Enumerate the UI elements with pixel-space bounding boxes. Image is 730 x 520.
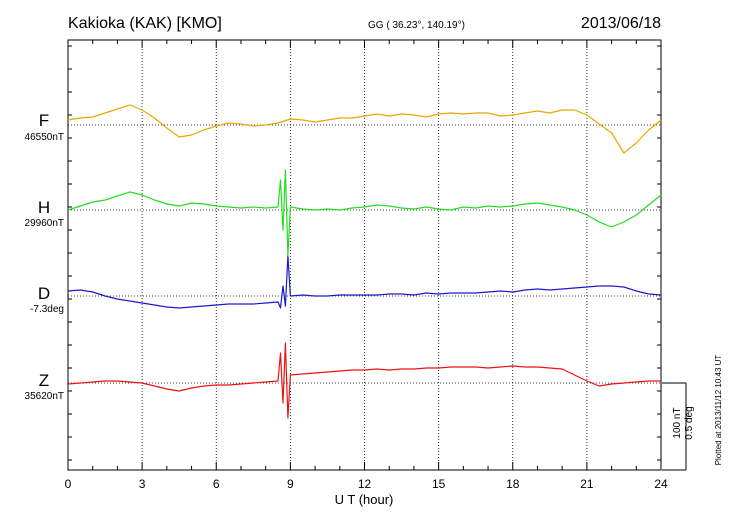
series-name-D: D	[38, 284, 50, 303]
series-name-H: H	[38, 198, 50, 217]
plotted-at-note: Plotted at 2013/11/12 10:43 UT	[714, 355, 723, 466]
series-baseline-D: -7.3deg	[30, 304, 64, 315]
plot-frame	[67, 39, 662, 471]
x-tick-label-24: 24	[654, 477, 668, 491]
x-tick-label-6: 6	[213, 477, 220, 491]
series-baseline-H: 29960nT	[25, 218, 64, 229]
station-title: Kakioka (KAK) [KMO]	[68, 15, 222, 32]
series-group	[67, 104, 662, 419]
x-tick-label-21: 21	[580, 477, 594, 491]
series-name-F: F	[39, 111, 49, 130]
series-baseline-F: 46550nT	[25, 132, 64, 143]
scale-bar-nt-label: 100 nT	[672, 407, 683, 438]
series-name-Z: Z	[39, 371, 49, 390]
x-tick-label-15: 15	[432, 477, 446, 491]
x-tick-label-12: 12	[358, 477, 372, 491]
series-line-D	[67, 255, 662, 309]
chart-date: 2013/06/18	[581, 15, 661, 32]
series-line-F	[67, 104, 662, 154]
series-baseline-Z: 35620nT	[25, 391, 64, 402]
scale-bar: 100 nT 0.5 deg	[662, 382, 695, 471]
scale-bar-deg-label: 0.5 deg	[684, 406, 695, 439]
x-tick-label-3: 3	[139, 477, 146, 491]
x-tick-label-18: 18	[506, 477, 520, 491]
series-line-H	[67, 169, 662, 256]
x-tick-label-0: 0	[65, 477, 72, 491]
x-axis-label: U T (hour)	[335, 492, 394, 507]
series-line-Z	[67, 342, 661, 419]
x-tick-label-9: 9	[287, 477, 294, 491]
grid-lines	[141, 40, 588, 470]
station-coords: GG ( 36.23°, 140.19°)	[368, 20, 465, 31]
x-ticks: 0 3 6 9 12 15 18 21 24	[65, 40, 668, 491]
